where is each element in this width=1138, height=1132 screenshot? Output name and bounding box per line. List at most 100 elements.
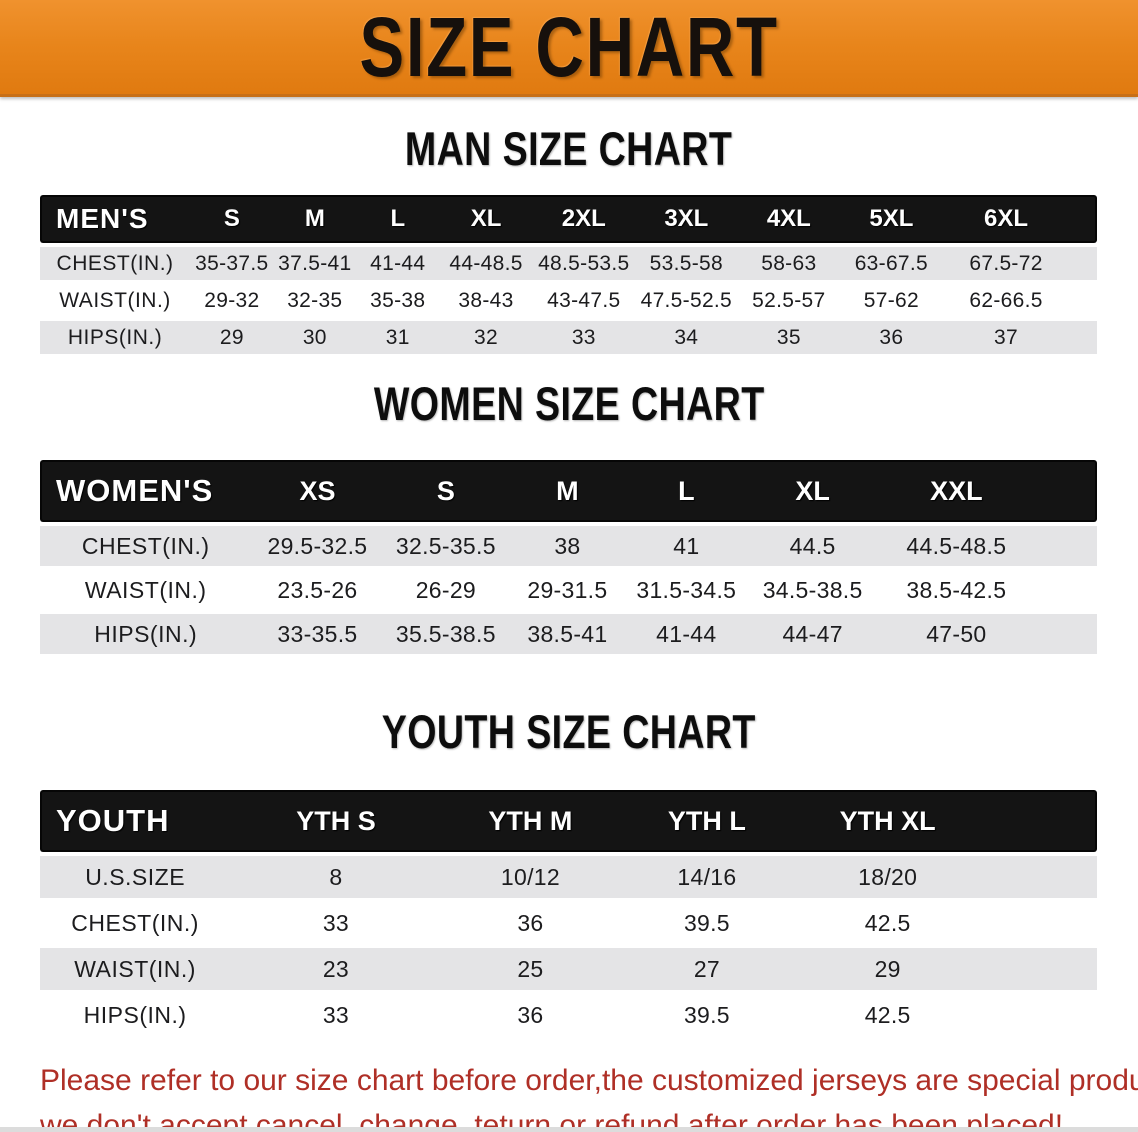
table-cell: 31.5-34.5	[626, 570, 747, 610]
table-cell: 33	[230, 902, 442, 944]
size-column-header: S	[190, 195, 274, 243]
table-cell: 58-63	[737, 247, 841, 280]
table-cell: 32	[439, 321, 533, 354]
table-cell: 38.5-42.5	[879, 570, 1034, 610]
size-column-header: XS	[251, 460, 384, 522]
table-cell: 29-31.5	[508, 570, 627, 610]
spacer-cell	[980, 856, 1097, 898]
table-cell: 39.5	[619, 994, 795, 1036]
table-cell: 42.5	[794, 994, 981, 1036]
size-column-header: 6XL	[942, 195, 1070, 243]
row-label: HIPS(IN.)	[40, 321, 191, 354]
table-cell: 18/20	[794, 856, 981, 898]
table-cell: 47.5-52.5	[635, 284, 738, 317]
women-size-table: WOMEN'S XS S M L XL XXL CHEST(IN.) 29.5-32.5 32.…	[40, 456, 1097, 658]
spacer-cell	[1033, 460, 1097, 522]
size-column-header: XL	[746, 460, 880, 522]
table-cell: 10/12	[441, 856, 620, 898]
table-cell: 35-38	[356, 284, 440, 317]
row-label: CHEST(IN.)	[40, 247, 191, 280]
table-cell: 33	[532, 321, 636, 354]
table-cell: 53.5-58	[635, 247, 738, 280]
table-cell: 29	[794, 948, 981, 990]
spacer-cell	[980, 902, 1097, 944]
table-cell: 44-48.5	[439, 247, 533, 280]
spacer-cell	[1069, 284, 1097, 317]
man-section-heading-text: MAN SIZE CHART	[405, 122, 733, 175]
women-section-heading-text: WOMEN SIZE CHART	[373, 377, 765, 430]
spacer-cell	[980, 994, 1097, 1036]
table-cell: 62-66.5	[942, 284, 1070, 317]
size-column-header: XXL	[879, 460, 1034, 522]
size-column-header: 4XL	[737, 195, 841, 243]
table-cell: 23	[230, 948, 442, 990]
table-cell: 47-50	[879, 614, 1034, 654]
table-cell: 33-35.5	[251, 614, 384, 654]
table-cell: 35	[737, 321, 841, 354]
man-section-heading: MAN SIZE CHART	[0, 123, 1138, 175]
size-column-header: YTH S	[230, 790, 442, 852]
table-cell: 41-44	[626, 614, 747, 654]
spacer-cell	[980, 790, 1097, 852]
row-label: CHEST(IN.)	[40, 902, 231, 944]
table-cell: 39.5	[619, 902, 795, 944]
size-column-header: 2XL	[532, 195, 636, 243]
table-cell: 36	[441, 994, 620, 1036]
table-cell: 44-47	[746, 614, 880, 654]
row-label: WAIST(IN.)	[40, 570, 252, 610]
table-cell: 41	[626, 526, 747, 566]
row-label: HIPS(IN.)	[40, 614, 252, 654]
table-cell: 32.5-35.5	[383, 526, 509, 566]
table-cell: 37.5-41	[273, 247, 357, 280]
disclaimer-line-2: we don't accept cancel, change, teturn o…	[40, 1109, 1064, 1132]
table-cell: 29-32	[190, 284, 274, 317]
disclaimer-line-1: Please refer to our size chart before or…	[40, 1064, 1138, 1097]
table-cell: 8	[230, 856, 442, 898]
row-label: U.S.SIZE	[40, 856, 231, 898]
spacer-cell	[1069, 247, 1097, 280]
spacer-cell	[1069, 321, 1097, 354]
table-cell: 35-37.5	[190, 247, 274, 280]
size-column-header: YTH XL	[794, 790, 981, 852]
table-cell: 57-62	[840, 284, 943, 317]
size-column-header: M	[273, 195, 357, 243]
disclaimer-note: Please refer to our size chart before or…	[40, 1058, 1138, 1132]
table-row: CHEST(IN.) 35-37.5 37.5-41 41-44 44-48.5 48.5…	[40, 247, 1097, 280]
size-chart-banner: SIZE CHART	[0, 0, 1138, 97]
row-label: CHEST(IN.)	[40, 526, 252, 566]
bottom-edge-strip	[0, 1127, 1138, 1132]
table-row: HIPS(IN.) 33-35.5 35.5-38.5 38.5-41 41-44 44-…	[40, 614, 1097, 654]
table-cell: 14/16	[619, 856, 795, 898]
youth-section-heading: YOUTH SIZE CHART	[0, 706, 1138, 758]
table-row: CHEST(IN.) 29.5-32.5 32.5-35.5 38 41 44.5 44.5…	[40, 526, 1097, 566]
size-column-header: 5XL	[840, 195, 943, 243]
table-cell: 25	[441, 948, 620, 990]
table-cell: 26-29	[383, 570, 509, 610]
table-cell: 34	[635, 321, 738, 354]
row-label: HIPS(IN.)	[40, 994, 231, 1036]
youth-size-table: YOUTH YTH S YTH M YTH L YTH XL U.S.SIZE 8 10/1…	[40, 786, 1097, 1040]
table-cell: 32-35	[273, 284, 357, 317]
spacer-cell	[1033, 614, 1097, 654]
table-cell: 37	[942, 321, 1070, 354]
table-cell: 44.5-48.5	[879, 526, 1034, 566]
spacer-cell	[1033, 526, 1097, 566]
women-section-heading: WOMEN SIZE CHART	[0, 378, 1138, 430]
table-cell: 23.5-26	[251, 570, 384, 610]
table-row: HIPS(IN.) 33 36 39.5 42.5	[40, 994, 1097, 1036]
table-cell: 36	[441, 902, 620, 944]
size-column-header: M	[508, 460, 627, 522]
table-cell: 27	[619, 948, 795, 990]
spacer-cell	[1033, 570, 1097, 610]
table-row: WAIST(IN.) 23.5-26 26-29 29-31.5 31.5-34.5 34…	[40, 570, 1097, 610]
men-size-table: MEN'S S M L XL 2XL 3XL 4XL 5XL 6XL CHEST(IN.) 35-3…	[40, 191, 1097, 358]
spacer-cell	[980, 948, 1097, 990]
table-cell: 67.5-72	[942, 247, 1070, 280]
table-cell: 44.5	[746, 526, 880, 566]
table-corner-label: MEN'S	[40, 195, 191, 243]
spacer-cell	[1069, 195, 1097, 243]
table-cell: 38.5-41	[508, 614, 627, 654]
size-column-header: S	[383, 460, 509, 522]
table-cell: 34.5-38.5	[746, 570, 880, 610]
table-row: CHEST(IN.) 33 36 39.5 42.5	[40, 902, 1097, 944]
